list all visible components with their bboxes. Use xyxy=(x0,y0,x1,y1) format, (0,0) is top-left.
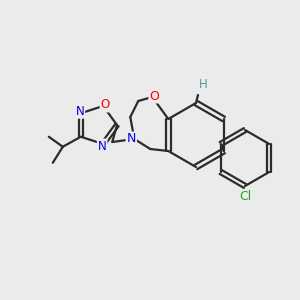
Text: O: O xyxy=(149,89,159,103)
Text: Cl: Cl xyxy=(239,190,251,203)
Text: N: N xyxy=(75,105,84,118)
Text: N: N xyxy=(98,140,106,152)
Text: N: N xyxy=(127,133,136,146)
Text: H: H xyxy=(199,79,207,92)
Text: O: O xyxy=(100,98,110,112)
